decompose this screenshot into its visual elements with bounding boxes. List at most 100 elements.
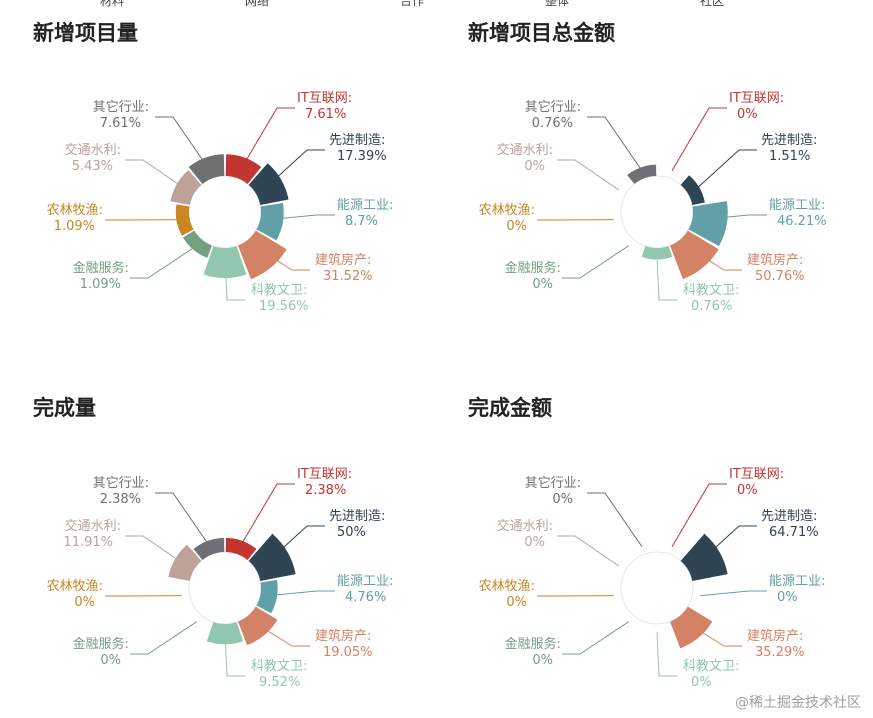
top-legend-item: 材料 [100, 0, 125, 8]
top-legend-strip: 材料 网络 合作 整体 社区 [0, 0, 873, 10]
slice-label-value: 0% [524, 535, 545, 550]
slice-label-value: 0% [777, 590, 798, 605]
leader-line [557, 535, 620, 567]
slice-label-name: IT互联网: [297, 91, 352, 106]
slice-label-value: 8.7% [345, 214, 378, 229]
leader-line [562, 621, 629, 655]
slice-label-value: 0% [524, 159, 545, 174]
leader-line [155, 116, 211, 171]
slice-label-name: 能源工业: [337, 574, 393, 589]
slice-label-name: 能源工业: [769, 198, 825, 213]
slice-label-value: 0% [532, 653, 553, 668]
slice-label-name: 交通水利: [65, 518, 121, 534]
top-legend-item: 网络 [245, 0, 270, 8]
leader-line [262, 149, 325, 191]
pie-slice [669, 606, 713, 649]
slice-label-name: 先进制造: [761, 509, 817, 524]
pie-slice [225, 154, 262, 184]
slice-label-value: 4.76% [345, 590, 386, 605]
leader-line [262, 525, 325, 567]
chart-title: 新增项目量 [33, 21, 138, 45]
leader-line [125, 535, 188, 567]
leader-line [239, 107, 295, 171]
pie-chart-1: 新增项目总金额IT互联网:0%先进制造:1.51%能源工业:46.21%建筑房产… [468, 21, 827, 314]
slice-label-name: 其它行业: [93, 475, 149, 491]
slice-label-name: 其它行业: [93, 99, 149, 115]
leader-line [224, 631, 245, 677]
slice-label-value: 0% [506, 595, 527, 610]
chart-title: 完成金额 [468, 396, 552, 420]
leader-line [671, 107, 727, 171]
top-legend-item: 社区 [700, 0, 725, 8]
pie-chart-0: 新增项目量IT互联网:7.61%先进制造:17.39%能源工业:8.7%建筑房产… [33, 21, 393, 314]
slice-label-value: 0% [506, 219, 527, 234]
inner-ring [188, 175, 262, 249]
slice-label-value: 35.29% [755, 645, 805, 660]
slice-label-value: 50% [337, 525, 366, 540]
leader-line [656, 255, 677, 301]
leader-line [700, 590, 767, 597]
slice-label-value: 9.52% [259, 675, 300, 690]
pie-slice [170, 170, 202, 206]
leader-line [155, 492, 211, 547]
chart-title: 完成量 [33, 396, 96, 420]
slice-label-value: 5.43% [72, 159, 113, 174]
leader-line [656, 631, 677, 677]
pie-slice [237, 606, 278, 646]
slice-label-name: IT互联网: [297, 467, 352, 482]
slice-label-value: 19.56% [259, 299, 309, 314]
slice-label-name: 交通水利: [497, 142, 553, 158]
pie-chart-2: 完成量 IT互联网:2.38% 先进制造:50% 能源工业:4.76% 建筑房产:19.… [33, 396, 393, 690]
top-legend-item: 整体 [545, 0, 570, 8]
slice-label-name: 农林牧渔: [47, 203, 103, 218]
slice-label-value: 0% [552, 492, 573, 507]
slice-label-value: 7.61% [305, 107, 346, 122]
leader-line [671, 483, 727, 547]
leader-line [587, 116, 643, 171]
leader-line [694, 149, 757, 191]
pie-slice [237, 230, 287, 280]
slice-label-name: 金融服务: [73, 636, 129, 652]
slice-label-name: 能源工业: [337, 198, 393, 213]
leader-line [253, 621, 310, 647]
slice-label-name: 农林牧渔: [479, 579, 535, 594]
leader-line [130, 621, 197, 655]
leader-line [224, 255, 245, 301]
slice-label-value: 0% [100, 653, 121, 668]
slice-label-name: 建筑房产: [747, 252, 803, 268]
slice-label-name: 科教文卫: [683, 658, 739, 674]
leader-line [685, 621, 742, 647]
slice-label-value: 1.09% [54, 219, 95, 234]
leader-line [239, 483, 295, 547]
slice-label-name: 交通水利: [497, 518, 553, 534]
pie-slice [641, 246, 673, 260]
slice-label-name: 建筑房产: [315, 252, 371, 268]
pie-slice [182, 230, 213, 258]
slice-label-name: 建筑房产: [315, 628, 371, 644]
pie-slice [627, 164, 657, 184]
slice-label-value: 19.05% [323, 645, 373, 660]
slice-label-name: 金融服务: [505, 636, 561, 652]
slice-label-value: 64.71% [769, 525, 819, 540]
pie-slice [193, 537, 225, 560]
slice-label-name: 科教文卫: [251, 658, 307, 674]
slice-label-name: 先进制造: [761, 133, 817, 148]
slice-label-name: 先进制造: [329, 509, 385, 524]
slice-label-value: 0.76% [532, 116, 573, 131]
leader-line [253, 245, 310, 271]
slice-label-name: 科教文卫: [251, 282, 307, 298]
slice-label-name: 科教文卫: [683, 282, 739, 298]
slice-label-name: 其它行业: [525, 475, 581, 491]
leader-line [268, 214, 335, 221]
leader-line [587, 492, 643, 547]
slice-label-value: 2.38% [305, 483, 346, 498]
leader-line [125, 159, 188, 191]
slice-label-name: 金融服务: [73, 260, 129, 276]
slice-label-value: 11.91% [63, 535, 113, 550]
leader-line [685, 245, 742, 271]
slice-label-value: 0% [74, 595, 95, 610]
pie-slice [248, 163, 289, 206]
slice-label-name: 其它行业: [525, 99, 581, 115]
top-legend-item: 合作 [400, 0, 425, 8]
